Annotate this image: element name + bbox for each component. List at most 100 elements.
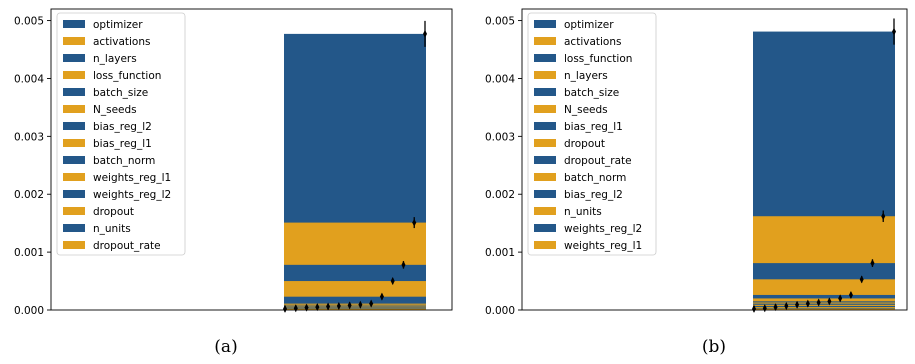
legend-box (527, 12, 657, 256)
axes-frame (50, 8, 453, 311)
legend-swatch-loss_function (63, 71, 85, 79)
y-tick-label: 0.000 (14, 305, 44, 317)
legend-swatch-dropout (63, 207, 85, 215)
axes-frame (521, 8, 908, 311)
marker-optimizer (892, 27, 896, 36)
marker-dropout (816, 298, 821, 307)
legend-label-weights_reg_l2: weights_reg_l2 (564, 223, 642, 235)
marker-dropout_rate (283, 304, 287, 313)
legend-swatch-batch_size (63, 88, 85, 96)
legend-label-bias_reg_l2: bias_reg_l2 (564, 189, 623, 201)
legend-swatch-batch_norm (63, 156, 85, 164)
legend-swatch-activations (534, 37, 556, 45)
legend-label-dropout: dropout (93, 206, 134, 218)
legend-label-weights_reg_l2: weights_reg_l2 (93, 189, 171, 201)
y-tick-label: 0.005 (14, 16, 44, 28)
marker-optimizer (423, 29, 427, 38)
legend-label-activations: activations (564, 36, 621, 48)
bar-dropout_rate (284, 308, 426, 310)
legend-label-batch_norm: batch_norm (93, 155, 155, 167)
marker-batch_norm (795, 300, 800, 309)
legend-swatch-dropout_rate (534, 156, 556, 164)
legend-label-batch_size: batch_size (564, 87, 619, 99)
legend-label-bias_reg_l1: bias_reg_l1 (93, 138, 152, 150)
legend-swatch-batch_size (534, 88, 556, 96)
legend-label-dropout_rate: dropout_rate (93, 240, 161, 252)
legend-label-n_units: n_units (564, 206, 602, 218)
marker-n_units (773, 303, 778, 312)
marker-activations (881, 212, 886, 221)
chart-panel-0: 0.000 0.001 0.002 0.003 0.004 0.005 optimizer a… (14, 8, 453, 357)
legend-label-N_seeds: N_seeds (564, 104, 608, 116)
marker-n_layers (401, 260, 406, 269)
legend-label-dropout: dropout (564, 138, 605, 150)
marker-weights_reg_l2 (315, 303, 320, 312)
legend-label-batch_size: batch_size (93, 87, 148, 99)
legend-label-N_seeds: N_seeds (93, 104, 137, 116)
legend-swatch-optimizer (63, 20, 85, 28)
y-tick-label: 0.003 (485, 131, 515, 143)
y-tick-label: 0.002 (14, 189, 44, 201)
panel-caption: (b) (702, 337, 726, 357)
legend-label-optimizer: optimizer (93, 19, 143, 31)
y-tick-label: 0.000 (485, 305, 515, 317)
y-tick-label: 0.003 (14, 131, 44, 143)
legend-swatch-weights_reg_l1 (63, 173, 85, 181)
legend-label-weights_reg_l1: weights_reg_l1 (564, 240, 642, 252)
legend-label-n_layers: n_layers (564, 70, 608, 82)
legend-label-activations: activations (93, 36, 150, 48)
marker-batch_size (848, 290, 853, 299)
legend-label-n_layers: n_layers (93, 53, 137, 65)
legend-label-n_units: n_units (93, 223, 131, 235)
legend-swatch-dropout_rate (63, 241, 85, 249)
marker-dropout_rate (805, 299, 810, 308)
y-tick-label: 0.002 (485, 189, 515, 201)
marker-bias_reg_l1 (827, 297, 832, 306)
y-tick-label: 0.001 (485, 247, 515, 259)
legend-label-weights_reg_l1: weights_reg_l1 (93, 172, 171, 184)
legend-swatch-bias_reg_l2 (63, 122, 85, 130)
legend-swatch-weights_reg_l1 (534, 241, 556, 249)
chart-panel-1: 0.000 0.001 0.002 0.003 0.004 0.005 optimizer a… (485, 8, 908, 357)
legend-label-dropout_rate: dropout_rate (564, 155, 632, 167)
legend-swatch-batch_norm (534, 173, 556, 181)
marker-bias_reg_l2 (784, 301, 789, 310)
marker-loss_function (390, 277, 395, 286)
legend-swatch-n_layers (63, 54, 85, 62)
bar-weights_reg_l1 (753, 308, 895, 310)
legend-swatch-bias_reg_l2 (534, 190, 556, 198)
y-tick-label: 0.004 (14, 73, 44, 85)
legend-label-batch_norm: batch_norm (564, 172, 626, 184)
legend-swatch-optimizer (534, 20, 556, 28)
legend-swatch-n_units (534, 207, 556, 215)
legend-swatch-n_layers (534, 71, 556, 79)
marker-N_seeds (838, 294, 843, 303)
legend-swatch-weights_reg_l2 (63, 190, 85, 198)
marker-weights_reg_l1 (752, 304, 756, 313)
legend-swatch-n_units (63, 224, 85, 232)
legend-swatch-dropout (534, 139, 556, 147)
legend-swatch-weights_reg_l2 (534, 224, 556, 232)
legend-swatch-N_seeds (63, 105, 85, 113)
marker-loss_function (870, 259, 875, 268)
marker-batch_norm (336, 301, 341, 310)
legend-label-bias_reg_l2: bias_reg_l2 (93, 121, 152, 133)
y-tick-label: 0.004 (485, 73, 515, 85)
y-tick-label: 0.005 (485, 16, 515, 28)
marker-N_seeds (369, 299, 374, 308)
legend-swatch-bias_reg_l1 (63, 139, 85, 147)
marker-activations (412, 218, 417, 227)
marker-n_layers (859, 275, 864, 284)
marker-bias_reg_l2 (358, 300, 363, 309)
legend-swatch-loss_function (534, 54, 556, 62)
legend-swatch-activations (63, 37, 85, 45)
marker-bias_reg_l1 (347, 301, 352, 310)
legend-swatch-bias_reg_l1 (534, 122, 556, 130)
legend-label-loss_function: loss_function (93, 70, 161, 82)
marker-batch_size (379, 292, 384, 301)
legend-box (56, 12, 186, 256)
panel-caption: (a) (214, 337, 237, 357)
legend-label-optimizer: optimizer (564, 19, 614, 31)
marker-weights_reg_l1 (326, 302, 331, 311)
